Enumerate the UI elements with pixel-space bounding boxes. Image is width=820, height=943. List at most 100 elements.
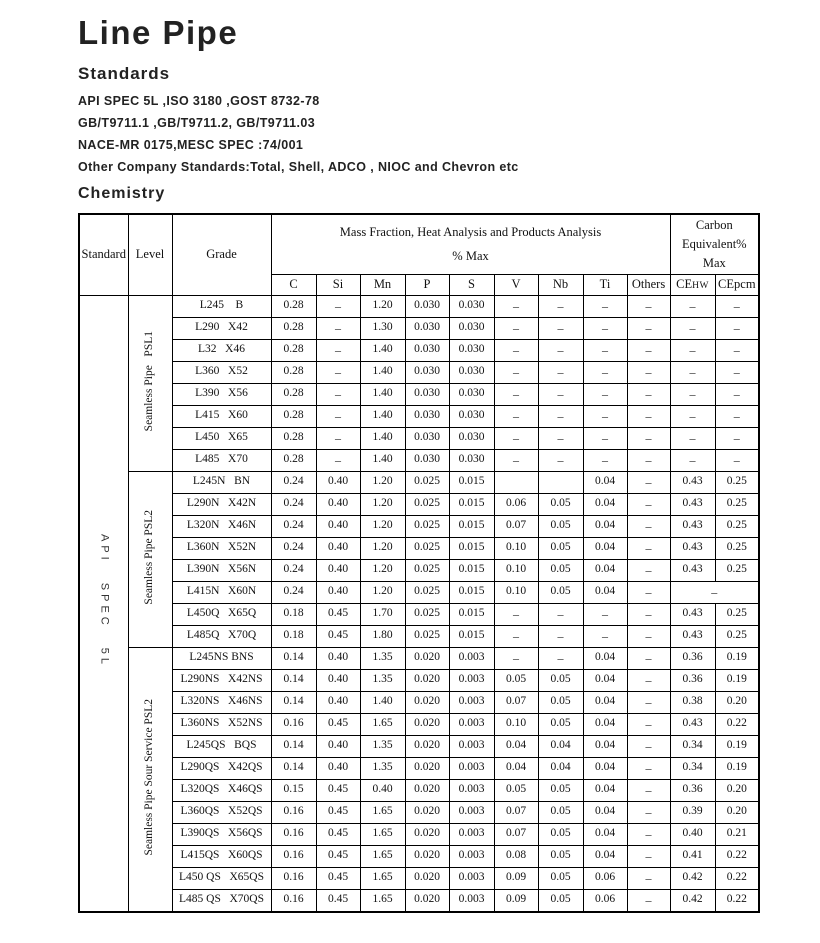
table-row: L390QS X56QS 0.16 0.45 1.65 0.020 0.003 0.07 0.… <box>79 822 760 846</box>
value-cell: – <box>493 294 539 318</box>
value-cell: 0.25 <box>714 514 760 538</box>
value-cell: 0.020 <box>404 844 450 868</box>
value-cell: 0.020 <box>404 668 450 692</box>
value-cell: 0.10 <box>493 536 539 560</box>
value-cell: 0.22 <box>714 712 760 736</box>
value-cell: – <box>669 294 716 318</box>
value-cell: 0.42 <box>669 888 716 912</box>
value-cell: – <box>626 426 671 450</box>
grade-cell: L390 X56 <box>171 382 272 406</box>
grade-cell: L290N X42N <box>171 492 272 516</box>
value-cell: 1.40 <box>359 404 406 428</box>
grade-cell: L360NS X52NS <box>171 712 272 736</box>
value-cell: 0.16 <box>270 712 317 736</box>
value-cell: 0.04 <box>582 514 628 538</box>
value-cell: – <box>582 294 628 318</box>
document-page: Line Pipe Standards API SPEC 5L ,ISO 318… <box>78 14 761 913</box>
value-cell: 0.04 <box>582 580 628 604</box>
value-cell: 0.07 <box>493 690 539 714</box>
grade-cell: L245NS BNS <box>171 646 272 670</box>
value-cell: 0.030 <box>448 448 495 472</box>
value-cell: 0.05 <box>537 712 584 736</box>
value-cell: 0.05 <box>537 514 584 538</box>
grade-cell: L450 QS X65QS <box>171 866 272 890</box>
value-cell: – <box>315 448 361 472</box>
value-cell: 0.16 <box>270 888 317 912</box>
value-cell: 0.06 <box>582 888 628 912</box>
value-cell: 0.40 <box>315 580 361 604</box>
table-row: API SPEC 5L Seamless Pipe PSL1 L245 B 0.28–… <box>78 294 760 912</box>
grade-cell: L290NS X42NS <box>171 668 272 692</box>
value-cell: – <box>626 822 671 846</box>
table-row: L360QS X52QS 0.16 0.45 1.65 0.020 0.003 0.07 0.… <box>79 800 760 824</box>
value-cell: – <box>669 448 716 472</box>
value-cell: – <box>626 734 671 758</box>
value-cell: 0.06 <box>493 492 539 516</box>
table-row: L320QS X46QS 0.15 0.45 0.40 0.020 0.003 0.05 0.… <box>79 778 760 802</box>
grade-cell: L485Q X70Q <box>171 624 272 648</box>
table-row: L485 X70 0.28–1.40 0.030 0.030– – – – – – <box>79 448 760 472</box>
value-cell: 0.22 <box>714 866 760 890</box>
value-cell <box>493 470 539 494</box>
value-cell: 0.15 <box>270 778 317 802</box>
value-cell: 0.015 <box>448 558 495 582</box>
value-cell: 0.003 <box>448 646 495 670</box>
grade-cell: L360N X52N <box>171 536 272 560</box>
value-cell: 0.22 <box>714 888 760 912</box>
col-header-standard: Standard <box>78 213 129 296</box>
value-cell: 0.06 <box>582 866 628 890</box>
grade-cell: L390QS X56QS <box>171 822 272 846</box>
value-cell: 0.24 <box>270 580 317 604</box>
value-cell: 1.35 <box>359 668 406 692</box>
value-cell: 1.35 <box>359 734 406 758</box>
value-cell: 1.20 <box>359 580 406 604</box>
value-cell: 0.14 <box>270 690 317 714</box>
value-cell: – <box>537 448 584 472</box>
value-cell: 0.24 <box>270 492 317 516</box>
value-cell: – <box>537 646 584 670</box>
value-cell: 0.04 <box>582 844 628 868</box>
standard-cell: API SPEC 5L <box>78 294 129 912</box>
table-row: Seamless Pipe Sour Service PSL2 L245NS BN… <box>79 646 760 912</box>
value-cell: 0.04 <box>582 734 628 758</box>
value-cell: 0.20 <box>714 690 760 714</box>
standards-line-1: API SPEC 5L ,ISO 3180 ,GOST 8732-78 <box>78 94 320 108</box>
value-cell: 1.40 <box>359 360 406 384</box>
value-cell: – <box>626 778 671 802</box>
mass-fraction-line2: % Max <box>452 248 489 263</box>
value-cell: 0.24 <box>270 558 317 582</box>
value-cell: 0.16 <box>270 844 317 868</box>
table-row: L32 X46 0.28–1.40 0.030 0.030– – – – – – <box>79 338 760 362</box>
value-cell: 0.030 <box>404 448 450 472</box>
value-cell: – <box>582 316 628 340</box>
value-cell: 0.25 <box>714 558 760 582</box>
header-row-main: Standard Level Grade Mass Fraction, Heat… <box>78 213 760 296</box>
standards-heading: Standards <box>78 64 171 83</box>
col-header-level: Level <box>127 213 173 296</box>
value-cell: 0.04 <box>582 646 628 670</box>
value-cell: 0.003 <box>448 668 495 692</box>
value-cell: 0.24 <box>270 514 317 538</box>
value-cell: 0.43 <box>669 624 716 648</box>
value-cell: – <box>582 338 628 362</box>
grade-cell: L450 X65 <box>171 426 272 450</box>
value-cell: 0.19 <box>714 646 760 670</box>
value-cell: 0.020 <box>404 756 450 780</box>
value-cell: 0.40 <box>315 734 361 758</box>
col-header-cehw: CEHW <box>669 273 716 296</box>
value-cell: 0.07 <box>493 514 539 538</box>
value-cell: – <box>493 338 539 362</box>
value-cell: 0.025 <box>404 470 450 494</box>
value-cell: – <box>582 360 628 384</box>
table-row: L485Q X70Q 0.18 0.45 1.80 0.025 0.015– – – –0.43… <box>79 624 760 648</box>
value-cell: 0.003 <box>448 844 495 868</box>
standard-vertical-label: API SPEC 5L <box>98 534 111 669</box>
value-cell: – <box>626 602 671 626</box>
value-cell: – <box>626 558 671 582</box>
value-cell: 0.14 <box>270 756 317 780</box>
value-cell: 0.025 <box>404 558 450 582</box>
value-cell: 0.39 <box>669 800 716 824</box>
value-cell: 0.05 <box>493 778 539 802</box>
value-cell: 0.04 <box>582 536 628 560</box>
table-row: L415 X60 0.28–1.40 0.030 0.030– – – – – – <box>79 404 760 428</box>
